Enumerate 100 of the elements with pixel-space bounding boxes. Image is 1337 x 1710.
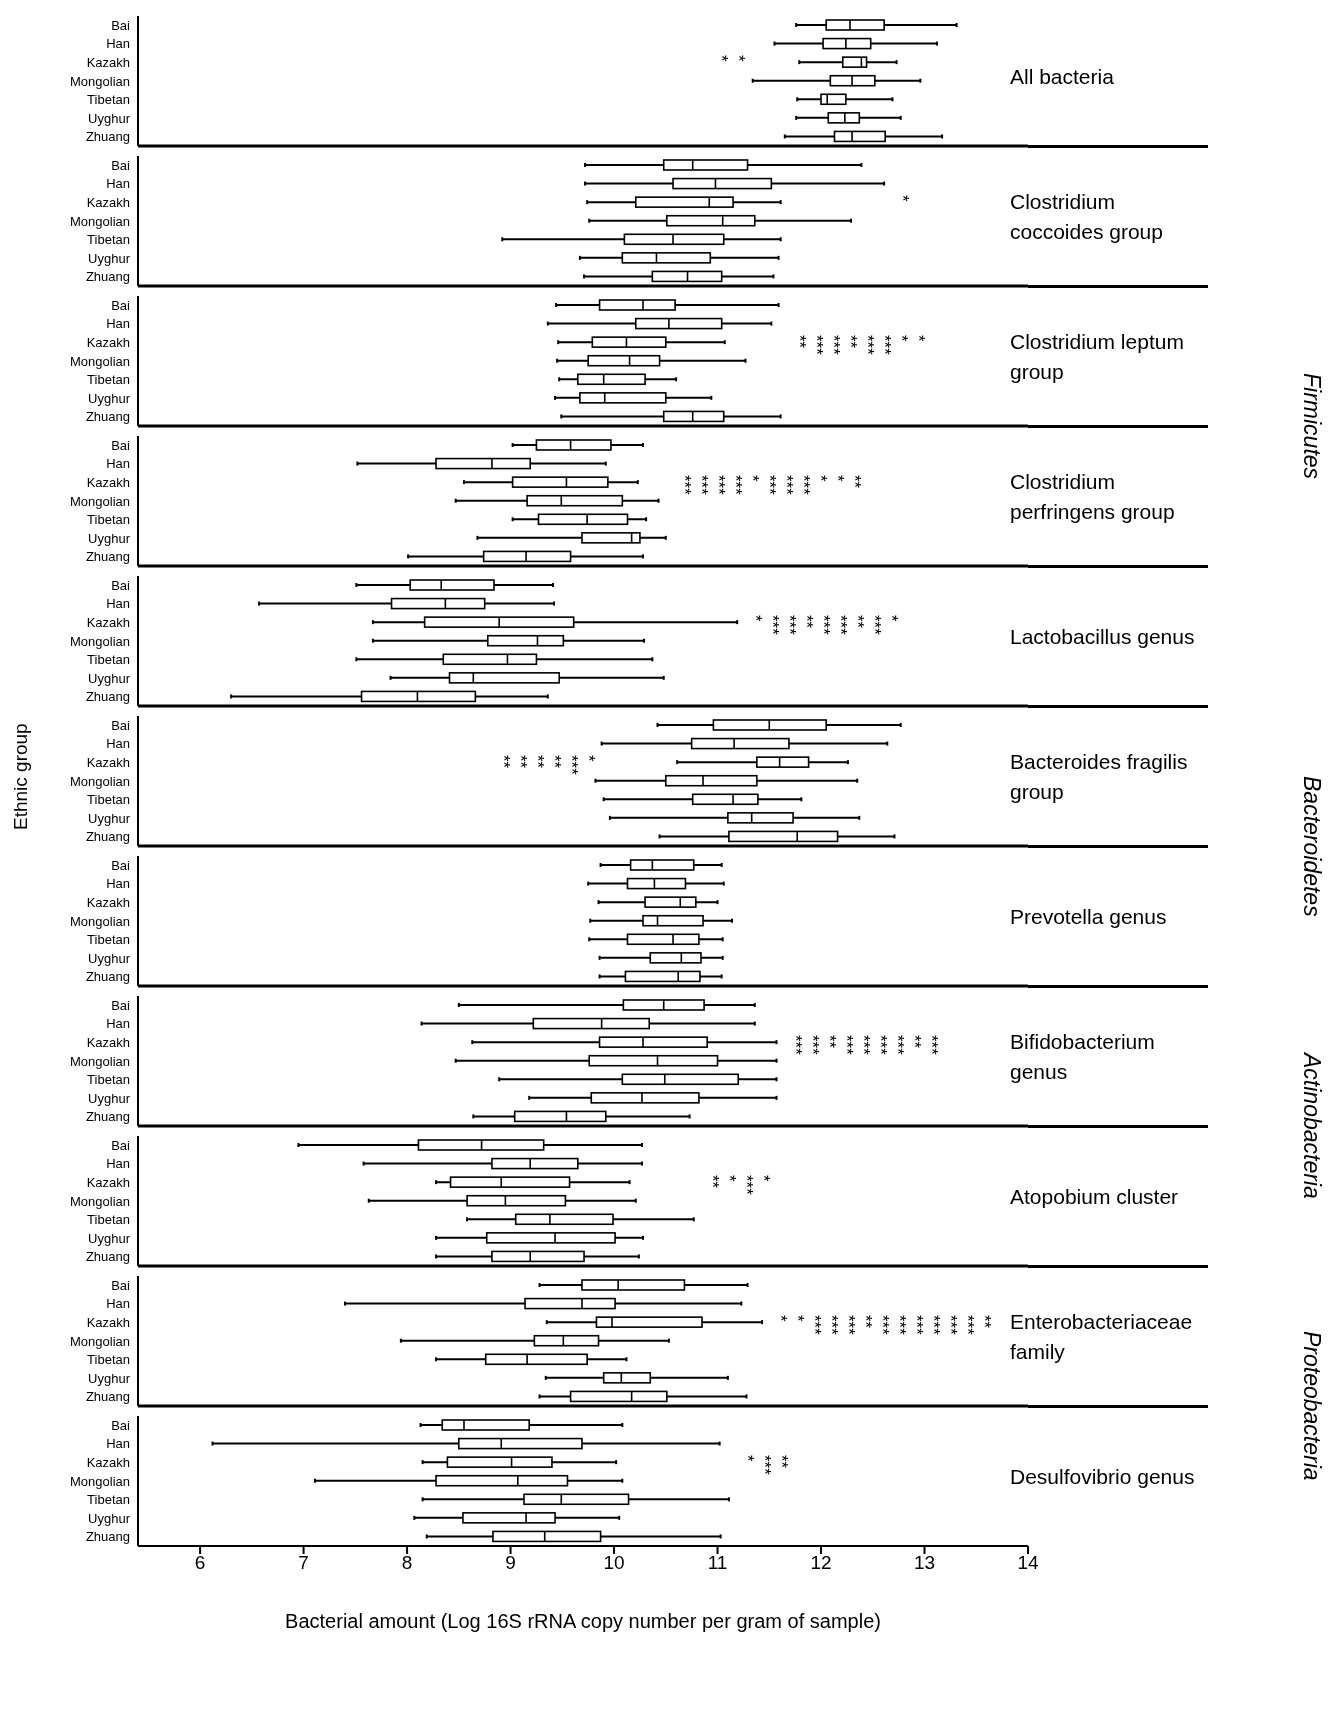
y-tick-label: Uyghur bbox=[88, 950, 131, 966]
y2-axis-title: Firmicutes bbox=[1298, 371, 1325, 482]
text: Clostridium perfringens group bbox=[1010, 469, 1176, 525]
y-tick-label: Kazakh bbox=[86, 335, 130, 351]
y-tick-label: Kazakh bbox=[86, 1175, 130, 1191]
text: Prevotella genus bbox=[1010, 904, 1168, 930]
annotation: *** bbox=[839, 1315, 859, 1335]
y-tick-label: Zhuang bbox=[85, 1249, 130, 1265]
x-tick-label: 11 bbox=[707, 1552, 728, 1574]
y-tick-label: Han bbox=[106, 596, 130, 612]
y-tick-label: Zhuang bbox=[85, 269, 130, 285]
annotation: *** bbox=[785, 1035, 805, 1055]
text: Clostridium coccoides group bbox=[1010, 189, 1164, 245]
text: Enterobacteriaceae family bbox=[1010, 1309, 1194, 1365]
y2-axis-title: Actinobacteria bbox=[1298, 1051, 1325, 1201]
y-tick-label: Han bbox=[106, 876, 130, 892]
y-tick-label: Tibetan bbox=[87, 652, 130, 668]
x-axis-title: Bacterial amount (Log 16S rRNA copy number per gram of sample) bbox=[285, 1610, 881, 1632]
y-tick-label: Tibetan bbox=[87, 512, 130, 528]
y-tick-label: Zhuang bbox=[85, 409, 130, 425]
y-tick-label: Bai bbox=[111, 157, 131, 173]
annotation: *** bbox=[870, 1035, 890, 1055]
y-tick-label: Bai bbox=[111, 1277, 131, 1293]
y-tick-label: Bai bbox=[111, 297, 131, 313]
text: Lactobacillus genus bbox=[1010, 624, 1196, 650]
annotation: *** bbox=[806, 335, 826, 355]
annotation: ** bbox=[797, 615, 817, 629]
annotation: ** bbox=[528, 755, 548, 769]
annotation: * bbox=[891, 335, 911, 342]
y-tick-label: Mongolian bbox=[70, 1053, 130, 1069]
y-tick-label: Tibetan bbox=[87, 232, 130, 248]
y-tick-label: Mongolian bbox=[70, 353, 130, 369]
y-tick-label: Han bbox=[106, 36, 130, 52]
y-tick-label: Tibetan bbox=[87, 1072, 130, 1088]
x-tick-label: 14 bbox=[1017, 1552, 1039, 1574]
y-tick-label: Mongolian bbox=[70, 213, 130, 229]
annotation: * bbox=[882, 615, 902, 622]
y-tick-label: Han bbox=[106, 176, 130, 192]
y-tick-label: Uyghur bbox=[88, 810, 131, 826]
y-tick-label: Bai bbox=[111, 577, 131, 593]
annotation: *** bbox=[924, 1315, 944, 1335]
y-tick-label: Kazakh bbox=[86, 1315, 130, 1331]
y2-axis-title: Bacteroidetes bbox=[1298, 774, 1325, 919]
annotation: ** bbox=[702, 1175, 722, 1189]
annotation: *** bbox=[941, 1315, 961, 1335]
annotation: *** bbox=[754, 1455, 774, 1475]
annotation: *** bbox=[759, 475, 779, 495]
annotation: * bbox=[711, 55, 731, 62]
y-tick-label: Mongolian bbox=[70, 633, 130, 649]
annotation: ** bbox=[819, 1035, 839, 1049]
annotation: * bbox=[728, 55, 748, 62]
y-tick-label: Mongolian bbox=[70, 1193, 130, 1209]
annotation: *** bbox=[836, 1035, 856, 1055]
annotation: *** bbox=[814, 615, 834, 635]
y-tick-label: Kazakh bbox=[86, 1455, 130, 1471]
annotation: ** bbox=[904, 1035, 924, 1049]
text: Clostridium leptum group bbox=[1010, 329, 1185, 385]
annotation: *** bbox=[780, 615, 800, 635]
text: All bacteria bbox=[1010, 64, 1115, 90]
y-tick-label: Mongolian bbox=[70, 1473, 130, 1489]
annotation: *** bbox=[887, 1035, 907, 1055]
y-tick-label: Kazakh bbox=[86, 475, 130, 491]
annotation: *** bbox=[793, 475, 813, 495]
y-tick-label: Uyghur bbox=[88, 1370, 131, 1386]
annotation: *** bbox=[736, 1175, 756, 1195]
y-tick-label: Tibetan bbox=[87, 1212, 130, 1228]
annotation: *** bbox=[890, 1315, 910, 1335]
annotation: * bbox=[810, 475, 830, 482]
annotation: *** bbox=[874, 335, 894, 355]
y-tick-label: Zhuang bbox=[85, 1389, 130, 1405]
y-tick-label: Zhuang bbox=[85, 689, 130, 705]
annotation: *** bbox=[958, 1315, 978, 1335]
x-tick-label: 7 bbox=[298, 1552, 309, 1574]
y-tick-label: Bai bbox=[111, 997, 131, 1013]
text: Desulfovibrio genus bbox=[1010, 1464, 1196, 1490]
y-tick-label: Mongolian bbox=[70, 493, 130, 509]
y-tick-label: Uyghur bbox=[88, 1230, 131, 1246]
y-tick-label: Han bbox=[106, 316, 130, 332]
y-tick-label: Mongolian bbox=[70, 1333, 130, 1349]
y-tick-label: Tibetan bbox=[87, 1352, 130, 1368]
annotation: * bbox=[893, 195, 913, 202]
annotation: *** bbox=[865, 615, 885, 635]
annotation: *** bbox=[857, 335, 877, 355]
annotation: ** bbox=[975, 1315, 995, 1329]
annotation: * bbox=[719, 1175, 739, 1182]
annotation: * bbox=[908, 335, 928, 342]
x-tick-label: 13 bbox=[913, 1552, 936, 1574]
x-tick-label: 10 bbox=[603, 1552, 625, 1574]
annotation: *** bbox=[763, 615, 783, 635]
x-tick-label: 6 bbox=[194, 1552, 206, 1574]
y-tick-label: Kazakh bbox=[86, 55, 130, 71]
annotation: *** bbox=[873, 1315, 893, 1335]
annotation: ** bbox=[545, 755, 565, 769]
y-tick-label: Uyghur bbox=[88, 390, 131, 406]
annotation: ** bbox=[511, 755, 531, 769]
y-tick-label: Kazakh bbox=[86, 195, 130, 211]
y2-axis-title: Proteobacteria bbox=[1298, 1330, 1325, 1483]
annotation: *** bbox=[562, 755, 582, 775]
y-tick-label: Zhuang bbox=[85, 1529, 130, 1545]
annotation: *** bbox=[853, 1035, 873, 1055]
